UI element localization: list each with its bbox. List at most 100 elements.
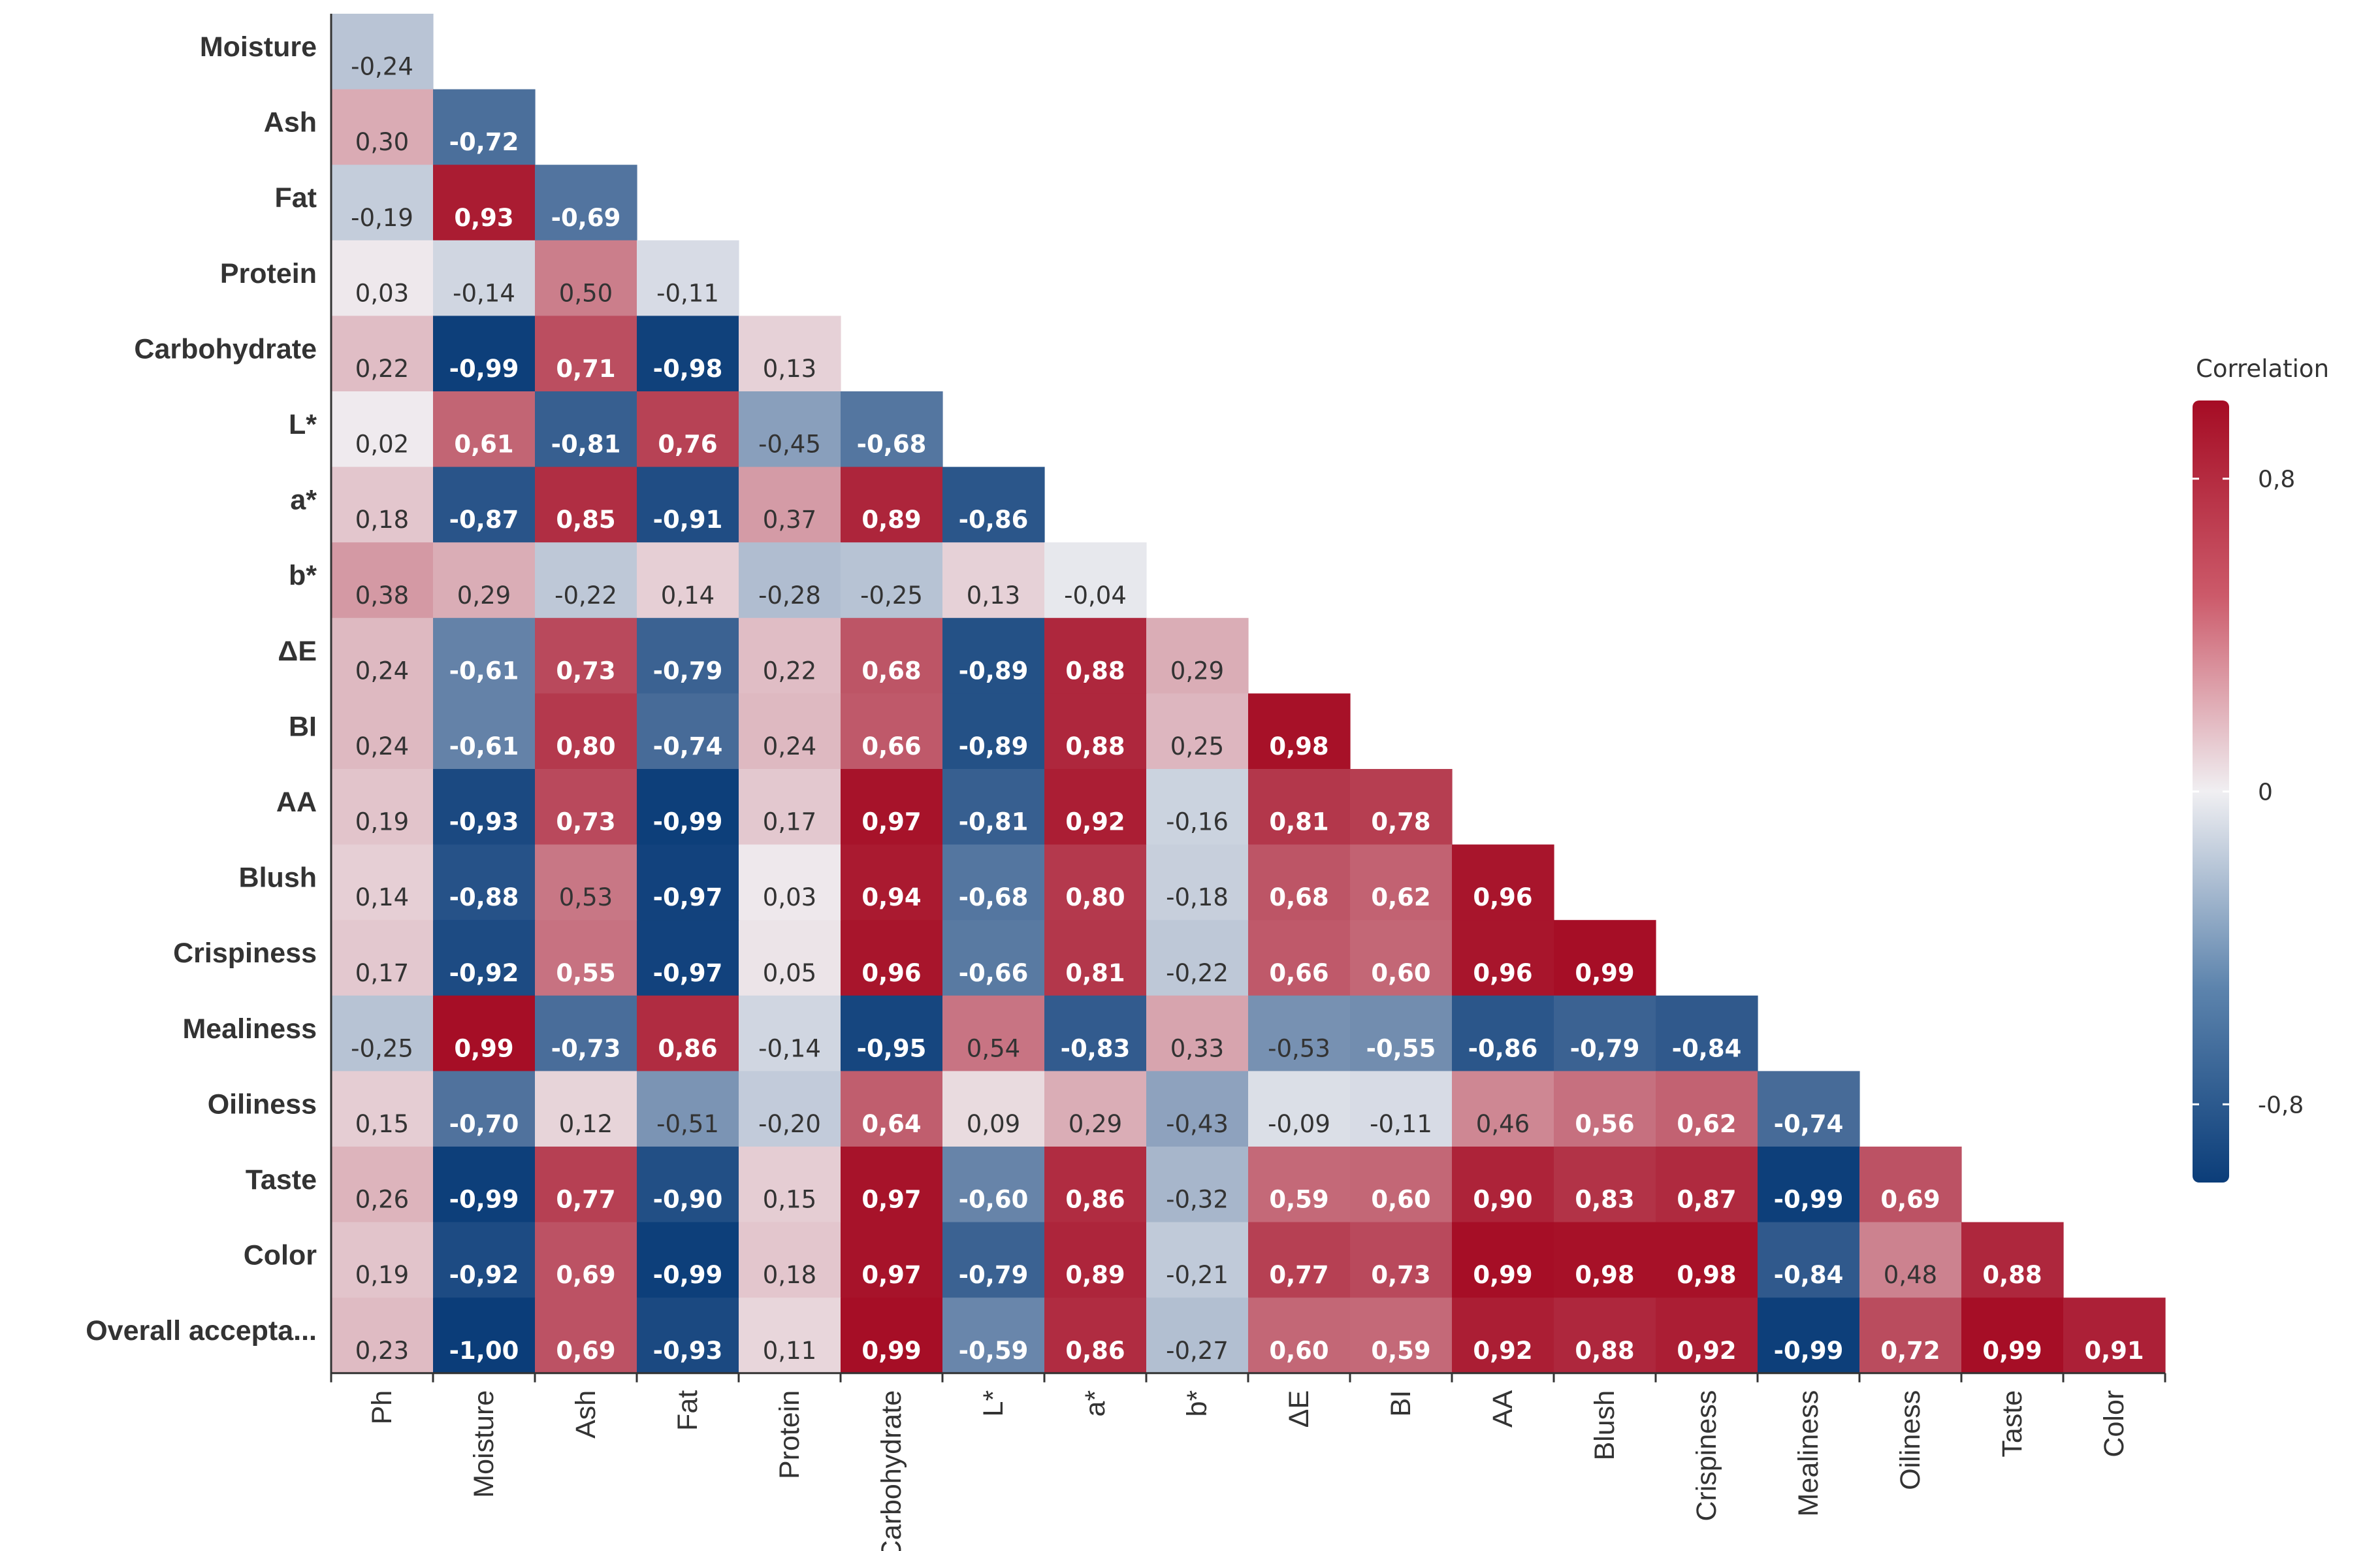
- heatmap-cell: [739, 995, 841, 1071]
- heatmap-cell: [637, 391, 739, 468]
- y-axis-label: Overall accepta...: [86, 1315, 317, 1347]
- cell-value-label: -0,43: [1166, 1110, 1229, 1138]
- x-axis-label: Mealiness: [1793, 1390, 1824, 1517]
- cell-value-label: 0,93: [454, 204, 513, 232]
- heatmap-cell: [637, 1222, 739, 1298]
- cell-value-label: -0,88: [449, 883, 519, 911]
- heatmap-cell: [1656, 1222, 1758, 1298]
- heatmap-cell: [1044, 844, 1147, 921]
- cell-value-label: 0,99: [1473, 1261, 1532, 1289]
- cell-value-label: 0,61: [454, 431, 513, 459]
- cell-value-label: -0,86: [959, 506, 1029, 534]
- cell-value-label: 0,56: [1575, 1110, 1634, 1138]
- cell-value-label: -0,72: [449, 128, 519, 156]
- heatmap-cell: [1656, 995, 1758, 1071]
- heatmap-cells: -0,24 0,30 -0,72 -0,19 0,93 -0,69 0,03 -0,14 0,5…: [331, 14, 2166, 1374]
- heatmap-cell: [942, 995, 1045, 1071]
- heatmap-cell: [1656, 1298, 1758, 1374]
- heatmap-cell: [942, 920, 1045, 996]
- heatmap-cell: [1146, 1071, 1249, 1147]
- heatmap-cell: [942, 466, 1045, 543]
- y-axis-label: AA: [276, 787, 317, 818]
- cell-value-label: 0,23: [355, 1337, 409, 1365]
- heatmap-cell: [739, 466, 841, 543]
- heatmap-cell: [433, 1071, 536, 1147]
- heatmap-cell: [331, 995, 434, 1071]
- heatmap-cell: [1961, 1298, 2064, 1374]
- cell-value-label: -0,74: [653, 732, 723, 760]
- heatmap-cell: [1452, 920, 1554, 996]
- cell-value-label: -0,27: [1166, 1337, 1229, 1365]
- cell-value-label: 0,15: [763, 1186, 816, 1214]
- legend-title: Correlation: [2196, 355, 2329, 383]
- heatmap-cell: [1248, 769, 1351, 845]
- cell-value-label: 0,71: [556, 355, 615, 383]
- cell-value-label: 0,69: [1880, 1186, 1940, 1214]
- cell-value-label: -0,99: [653, 1261, 723, 1289]
- cell-value-label: -0,68: [959, 883, 1029, 911]
- heatmap-cell: [331, 316, 434, 392]
- cell-value-label: -0,69: [551, 204, 621, 232]
- heatmap-cell: [433, 995, 536, 1071]
- heatmap-cell: [942, 1298, 1045, 1374]
- cell-value-label: 0,19: [355, 1261, 409, 1289]
- cell-value-label: 0,73: [1371, 1261, 1430, 1289]
- cell-value-label: -0,90: [653, 1186, 723, 1214]
- heatmap-cell: [1554, 1147, 1656, 1223]
- cell-value-label: 0,29: [457, 581, 511, 610]
- cell-value-label: -0,93: [449, 808, 519, 836]
- heatmap-cell: [1350, 1298, 1453, 1374]
- heatmap-cell: [1146, 1298, 1249, 1374]
- cell-value-label: 0,24: [763, 732, 816, 760]
- cell-value-label: 0,97: [861, 1261, 921, 1289]
- cell-value-label: 0,73: [556, 657, 615, 685]
- heatmap-cell: [1146, 693, 1249, 770]
- heatmap-cell: [1758, 1071, 1860, 1147]
- cell-value-label: 0,22: [763, 657, 816, 685]
- cell-value-label: 0,12: [559, 1110, 613, 1138]
- heatmap-cell: [1554, 920, 1656, 996]
- heatmap-cell: [2063, 1298, 2166, 1374]
- heatmap-cell: [637, 316, 739, 392]
- cell-value-label: 0,97: [861, 808, 921, 836]
- cell-value-label: 0,83: [1575, 1186, 1634, 1214]
- y-axis-label: Protein: [220, 258, 317, 289]
- cell-value-label: -0,99: [1774, 1186, 1844, 1214]
- heatmap-cell: [1554, 1298, 1656, 1374]
- cell-value-label: 0,92: [1065, 808, 1125, 836]
- cell-value-label: 0,85: [556, 506, 615, 534]
- y-axis-label: Blush: [239, 862, 317, 894]
- heatmap-cell: [535, 316, 637, 392]
- cell-value-label: 0,54: [967, 1034, 1020, 1062]
- cell-value-label: -0,53: [1268, 1034, 1330, 1062]
- axes: [330, 14, 2166, 1382]
- heatmap-cell: [1656, 1147, 1758, 1223]
- heatmap-cell: [433, 316, 536, 392]
- cell-value-label: -0,28: [758, 581, 821, 610]
- cell-value-label: 0,92: [1473, 1337, 1532, 1365]
- cell-value-label: 0,78: [1371, 808, 1430, 836]
- heatmap-cell: [942, 617, 1045, 694]
- heatmap-cell: [942, 769, 1045, 845]
- cell-value-label: 0,97: [861, 1186, 921, 1214]
- heatmap-cell: [739, 1298, 841, 1374]
- cell-value-label: -0,32: [1166, 1186, 1229, 1214]
- heatmap-cell: [433, 920, 536, 996]
- cell-value-label: 0,99: [454, 1034, 513, 1062]
- cell-value-label: 0,24: [355, 732, 409, 760]
- heatmap-cell: [637, 1147, 739, 1223]
- heatmap-cell: [841, 1147, 943, 1223]
- heatmap-cell: [1350, 1222, 1453, 1298]
- heatmap-cell: [739, 542, 841, 619]
- heatmap-cell: [1248, 995, 1351, 1071]
- heatmap-cell: [1146, 1222, 1249, 1298]
- heatmap-cell: [1452, 1222, 1554, 1298]
- cell-value-label: -0,92: [449, 959, 519, 987]
- heatmap-cell: [637, 542, 739, 619]
- cell-value-label: 0,96: [1473, 883, 1532, 911]
- heatmap-cell: [1452, 844, 1554, 921]
- cell-value-label: -0,83: [1061, 1034, 1131, 1062]
- cell-value-label: 0,53: [559, 883, 613, 911]
- heatmap-cell: [739, 769, 841, 845]
- cell-value-label: -0,81: [959, 808, 1029, 836]
